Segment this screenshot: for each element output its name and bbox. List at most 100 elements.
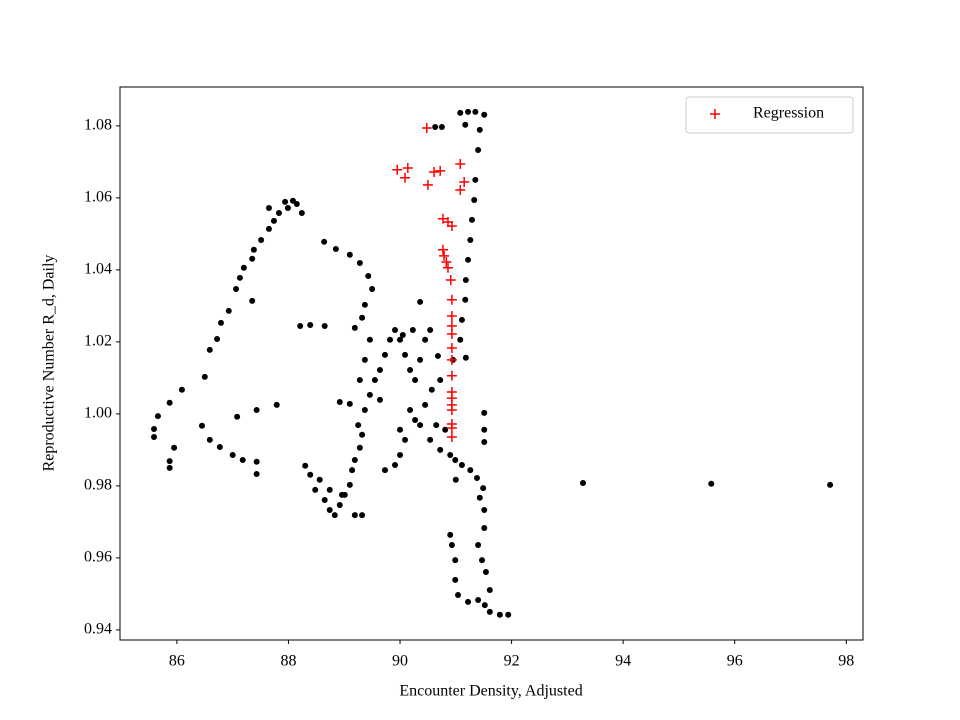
point — [465, 598, 472, 605]
point — [217, 319, 224, 326]
point — [452, 557, 459, 564]
point — [486, 608, 493, 615]
point — [409, 327, 416, 334]
point — [293, 201, 300, 208]
x-tick-label: 86 — [169, 653, 185, 670]
point — [481, 409, 488, 416]
point — [475, 147, 482, 154]
point — [361, 406, 368, 413]
point — [359, 314, 366, 321]
point — [151, 433, 158, 440]
point — [216, 444, 223, 451]
point — [258, 237, 265, 244]
point — [381, 467, 388, 474]
point — [356, 444, 363, 451]
point — [239, 456, 246, 463]
point — [332, 246, 339, 253]
point — [427, 436, 434, 443]
point — [369, 285, 376, 292]
point — [253, 458, 260, 465]
point — [472, 176, 479, 183]
point — [349, 467, 356, 474]
point — [445, 274, 456, 285]
x-tick-label: 92 — [504, 653, 520, 670]
point — [206, 346, 213, 353]
point — [458, 316, 465, 323]
point — [462, 354, 469, 361]
y-tick-label: 0.98 — [84, 477, 112, 494]
point — [391, 462, 398, 469]
point — [331, 512, 338, 519]
point — [422, 336, 429, 343]
point — [346, 251, 353, 258]
point — [457, 336, 464, 343]
point — [446, 220, 457, 231]
point — [397, 451, 404, 458]
point — [321, 496, 328, 503]
point — [265, 204, 272, 211]
point — [437, 377, 444, 384]
point — [437, 446, 444, 453]
point — [391, 327, 398, 334]
point — [481, 438, 488, 445]
point — [452, 476, 459, 483]
point — [407, 366, 414, 373]
point — [250, 246, 257, 253]
point — [447, 451, 454, 458]
point — [473, 474, 480, 481]
point — [467, 237, 474, 244]
point — [827, 481, 834, 488]
x-tick-label: 88 — [280, 653, 296, 670]
point — [439, 250, 450, 261]
point — [428, 386, 435, 393]
point — [151, 426, 158, 433]
point — [446, 370, 457, 381]
point — [442, 426, 449, 433]
point — [482, 568, 489, 575]
point — [481, 602, 488, 609]
point — [446, 310, 457, 321]
point — [476, 494, 483, 501]
point — [412, 377, 419, 384]
point — [441, 256, 452, 267]
point — [437, 244, 448, 255]
point — [359, 512, 366, 519]
point — [400, 172, 411, 183]
point — [481, 111, 488, 118]
y-tick-label: 1.06 — [84, 189, 112, 206]
y-tick-label: 1.00 — [84, 405, 112, 422]
point — [708, 480, 715, 487]
point — [446, 328, 457, 339]
point — [462, 296, 469, 303]
point — [234, 413, 241, 420]
point — [366, 391, 373, 398]
point — [206, 436, 213, 443]
point — [359, 431, 366, 438]
point — [366, 336, 373, 343]
point — [457, 109, 464, 116]
x-tick-label: 94 — [615, 653, 631, 670]
point — [427, 327, 434, 334]
point — [455, 159, 466, 170]
point — [386, 336, 393, 343]
point — [282, 198, 289, 205]
point — [481, 525, 488, 532]
y-tick-label: 0.96 — [84, 549, 112, 566]
point — [455, 184, 466, 195]
plot-frame — [119, 86, 864, 641]
point — [475, 597, 482, 604]
legend: Regression — [685, 96, 854, 134]
point — [351, 324, 358, 331]
point — [412, 417, 419, 424]
point — [339, 491, 346, 498]
point — [447, 531, 454, 538]
point — [468, 216, 475, 223]
point — [402, 436, 409, 443]
point — [166, 399, 173, 406]
point — [201, 373, 208, 380]
point — [265, 225, 272, 232]
point — [417, 356, 424, 363]
point — [171, 444, 178, 451]
point — [462, 276, 469, 283]
point — [417, 422, 424, 429]
